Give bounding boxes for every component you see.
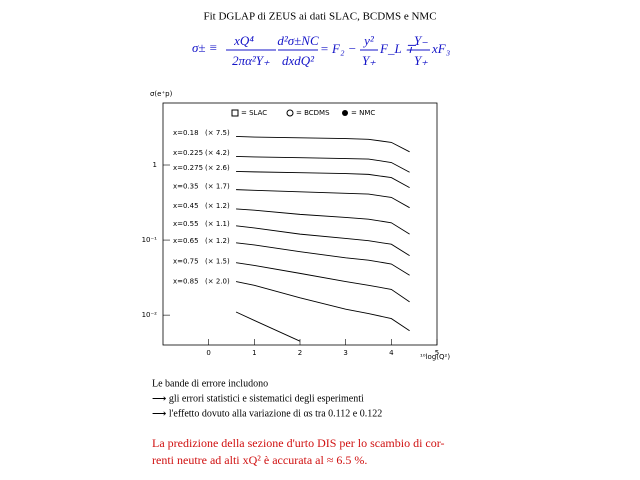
- note: ⟶ gli errori statistici e sistematici de…: [152, 393, 364, 404]
- series-label: x=0.55: [173, 220, 199, 228]
- formula-part: Y₊: [414, 53, 428, 68]
- legend-label: = NMC: [351, 109, 375, 117]
- series-label: x=0.225: [173, 149, 203, 157]
- conclusion: La predizione della sezione d'urto DIS p…: [152, 436, 445, 450]
- series-scale: (× 2.6): [205, 164, 230, 172]
- series-line: [236, 262, 410, 303]
- series-scale: (× 1.5): [205, 257, 230, 265]
- series-line: [235, 311, 301, 342]
- x-tick-label: 3: [343, 349, 347, 357]
- note: ⟶ l'effetto dovuto alla variazione di αs…: [152, 408, 382, 419]
- series-scale: (× 1.2): [205, 202, 230, 210]
- formula-part: = F₂ −: [320, 41, 357, 56]
- y-axis-label: σ(e⁺p): [150, 90, 173, 98]
- series-scale: (× 4.2): [205, 149, 230, 157]
- series-scale: (× 7.5): [205, 129, 230, 137]
- formula-part: Y₋: [414, 33, 428, 48]
- conclusion: renti neutre ad alti xQ² è accurata al ≈…: [152, 453, 367, 467]
- series-scale: (× 1.2): [205, 237, 230, 245]
- series-label: x=0.275: [173, 164, 203, 172]
- series-label: x=0.75: [173, 257, 199, 265]
- series-line: [236, 136, 410, 153]
- formula-part: σ± ≡: [192, 40, 218, 55]
- series-label: x=0.45: [173, 202, 199, 210]
- formula-part: 2πα²Y₊: [232, 53, 270, 68]
- legend-marker: [286, 109, 294, 117]
- y-tick-label: 1: [153, 161, 157, 169]
- plot: σ(e⁺p) ¹⁰log(Q²) 0 1 2 3 4 5 1 10⁻¹ 10⁻² = SLAC = BC…: [142, 90, 451, 361]
- y-tick-label: 10⁻²: [142, 311, 158, 319]
- series-scale: (× 2.0): [205, 277, 230, 285]
- series-label: x=0.35: [173, 182, 199, 190]
- y-tick-label: 10⁻¹: [142, 236, 158, 244]
- series-label: x=0.18: [173, 129, 199, 137]
- legend-marker: [231, 109, 239, 117]
- series-label: x=0.85: [173, 277, 199, 285]
- x-tick-label: 2: [298, 349, 302, 357]
- series-line: [236, 156, 410, 173]
- formula-part: Y₊: [362, 53, 376, 68]
- legend-marker: [342, 110, 348, 116]
- x-tick-label: 1: [252, 349, 256, 357]
- note: Le bande di errore includono: [152, 378, 268, 389]
- formula-part: F_L ∓: [379, 41, 417, 56]
- x-tick-label: 4: [389, 349, 394, 357]
- series-line: [235, 281, 410, 332]
- legend-label: = SLAC: [241, 109, 267, 117]
- legend-label: = BCDMS: [296, 109, 330, 117]
- formula-part: y²: [362, 33, 375, 48]
- series-line: [236, 171, 410, 188]
- series-scale: (× 1.1): [205, 220, 230, 228]
- series-label: x=0.65: [173, 237, 199, 245]
- formula-part: xQ⁴: [233, 33, 254, 48]
- x-tick-label: 0: [206, 349, 210, 357]
- x-tick-label: 5: [435, 349, 439, 357]
- formula: σ± ≡ xQ⁴ 2πα²Y₊ d²σ±NC dxdQ² = F₂ − y² Y…: [192, 33, 450, 68]
- series-line: [236, 189, 410, 209]
- formula-part: d²σ±NC: [277, 33, 319, 48]
- formula-part: dxdQ²: [282, 53, 315, 68]
- series-line: [236, 242, 410, 276]
- series-line: [236, 208, 410, 235]
- slide-title: Fit DGLAP di ZEUS ai dati SLAC, BCDMS e …: [203, 11, 436, 23]
- x-axis-label: ¹⁰log(Q²): [420, 353, 450, 361]
- formula-part: xF₃: [431, 41, 450, 56]
- series-line: [236, 225, 410, 257]
- series-scale: (× 1.7): [205, 182, 230, 190]
